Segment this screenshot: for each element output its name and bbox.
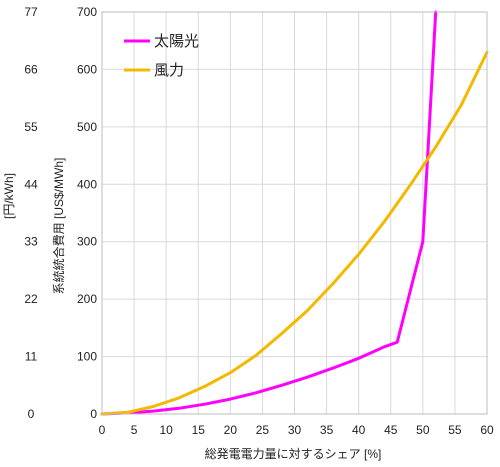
y-tick-label-1: 100	[77, 350, 97, 364]
x-tick-label-10: 50	[416, 423, 430, 437]
y-tick-label-7: 700	[77, 5, 97, 19]
x-tick-label-5: 25	[256, 423, 270, 437]
y2-tick-label-1: 11	[25, 350, 38, 364]
series-line-1	[100, 50, 489, 416]
x-tick-label-8: 40	[352, 423, 366, 437]
y2-tick-label-4: 44	[24, 177, 38, 191]
y-tick-label-2: 200	[77, 292, 97, 306]
series-line-0	[100, 10, 438, 416]
legend-label-solar: 太陽光	[154, 33, 199, 50]
y-axis-label: 系統統合費用 [US$/MWh]	[51, 158, 66, 295]
y2-tick-label-0: 0	[28, 407, 35, 421]
x-tick-label-6: 30	[288, 423, 302, 437]
y-tick-label-0: 0	[90, 407, 97, 421]
plot-frame	[101, 11, 488, 415]
legend-label-wind: 風力	[154, 62, 184, 79]
secondary-y-axis-ticks: 0 11 22 33 44 55 66 77	[24, 5, 38, 421]
series-lines	[100, 10, 489, 416]
x-tick-label-11: 55	[448, 423, 462, 437]
y-tick-label-3: 300	[77, 235, 97, 249]
x-tick-label-1: 5	[131, 423, 138, 437]
x-axis-label: 総発電電力量に対するシェア [%]	[205, 447, 382, 461]
x-axis-ticks: 0 5 10 15 20 25 30 35 40 45 50 55 60	[99, 423, 494, 437]
y2-tick-label-5: 55	[24, 120, 38, 134]
x-tick-label-0: 0	[99, 423, 106, 437]
secondary-y-axis-label: [円/kWh]	[2, 173, 16, 219]
x-tick-label-2: 10	[159, 423, 173, 437]
y-tick-label-5: 500	[77, 120, 97, 134]
y2-tick-label-2: 22	[24, 292, 38, 306]
x-tick-label-9: 45	[384, 423, 398, 437]
x-tick-label-4: 20	[224, 423, 238, 437]
x-tick-label-12: 60	[480, 423, 494, 437]
legend: 太陽光 風力	[124, 33, 199, 79]
x-tick-label-7: 35	[320, 423, 334, 437]
y-axis-ticks: 0 100 200 300 400 500 600 700	[77, 5, 97, 421]
y-tick-label-6: 600	[77, 62, 97, 76]
y-tick-label-4: 400	[77, 177, 97, 191]
y2-tick-label-3: 33	[24, 235, 38, 249]
y2-tick-label-6: 66	[24, 62, 38, 76]
y2-tick-label-7: 77	[24, 5, 38, 19]
x-tick-label-3: 15	[192, 423, 206, 437]
